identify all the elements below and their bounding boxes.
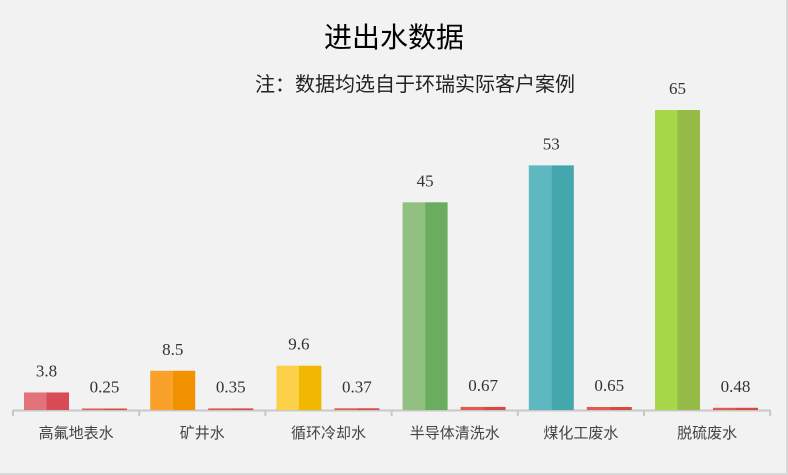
x-tick-label: 矿井水 <box>180 424 225 442</box>
bar-in <box>677 110 700 410</box>
bar-out-left-half <box>586 407 610 410</box>
data-label: 0.37 <box>342 377 372 396</box>
data-label: 0.67 <box>468 376 498 395</box>
data-label: 8.5 <box>162 340 183 359</box>
data-label: 9.6 <box>288 335 309 354</box>
bar-in-left-half <box>528 165 552 410</box>
bar-out <box>356 408 380 410</box>
x-tick-label: 脱硫废水 <box>677 424 737 442</box>
x-tick-label: 高氟地表水 <box>39 424 114 442</box>
x-tick-label: 半导体清洗水 <box>410 424 500 442</box>
data-label: 3.8 <box>36 361 57 380</box>
bar-out-left-half <box>460 406 484 410</box>
bar-in <box>425 202 448 410</box>
bar-in <box>298 365 322 410</box>
data-label: 0.65 <box>594 376 624 395</box>
x-tick-label: 煤化工废水 <box>543 424 618 442</box>
bar-in <box>46 392 69 410</box>
bar-out <box>609 407 632 410</box>
bar-in <box>551 165 574 410</box>
bar-out-left-half <box>334 408 357 410</box>
bar-in-left-half <box>24 392 47 410</box>
data-label: 0.48 <box>721 377 751 396</box>
bar-out <box>104 408 127 410</box>
chart-subtitle: 注：数据均选自于环瑞实际客户案例 <box>255 72 575 96</box>
bar-out <box>230 408 254 410</box>
bar-out-left-half <box>82 408 105 410</box>
bar-in-left-half <box>402 202 426 410</box>
bar-in-left-half <box>655 110 678 410</box>
data-label: 53 <box>543 134 560 153</box>
data-label: 0.35 <box>216 377 246 396</box>
bar-out <box>735 407 758 410</box>
bar-out-left-half <box>208 408 231 410</box>
bar-out <box>483 406 506 410</box>
x-tick-label: 循环冷却水 <box>291 424 366 442</box>
chart-title: 进出水数据 <box>323 21 464 54</box>
data-label: 0.25 <box>90 378 120 397</box>
data-label: 65 <box>669 79 686 98</box>
bar-in-left-half <box>276 365 299 410</box>
data-label: 45 <box>417 171 434 190</box>
bar-in-left-half <box>150 370 173 410</box>
bar-out-left-half <box>713 407 736 410</box>
bar-in <box>172 370 196 410</box>
